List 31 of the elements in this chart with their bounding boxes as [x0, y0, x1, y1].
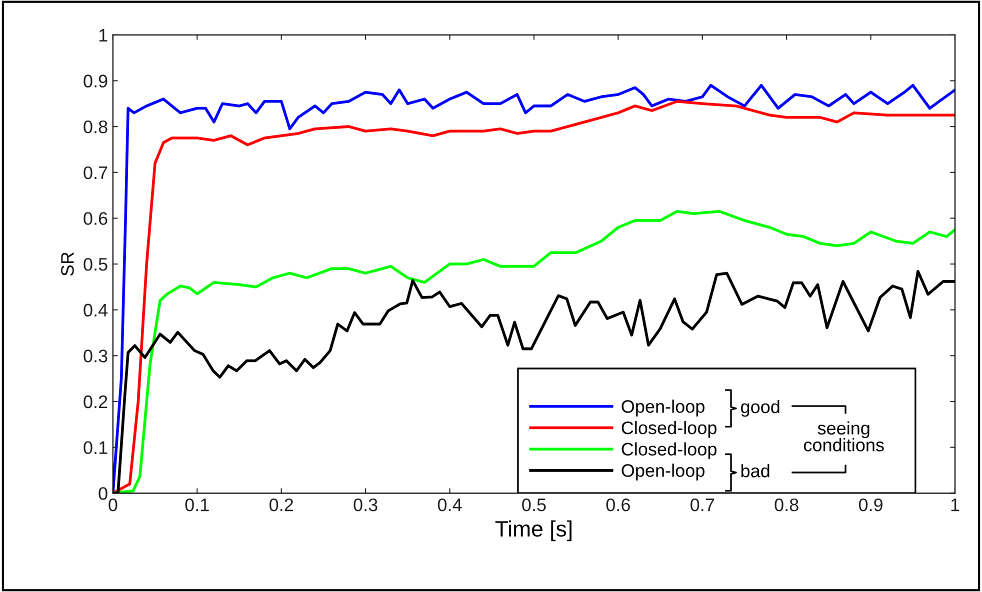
y-tick-label: 0.2: [84, 395, 108, 408]
x-tick-label: 0.6: [606, 498, 630, 512]
x-tick-label: 0.4: [438, 498, 462, 512]
x-tick-label: 0.7: [690, 498, 714, 512]
x-tick-label: 0.2: [270, 498, 293, 512]
y-tick-label: 0.9: [84, 74, 108, 88]
x-tick-label: 0: [108, 498, 118, 512]
y-tick-label: 0.5: [84, 258, 108, 271]
y-tick-label: 0: [98, 487, 108, 500]
annotation: bad: [741, 464, 770, 478]
annotation: good: [741, 400, 780, 417]
x-tick-label: 1: [951, 498, 960, 512]
legend-label: Open-loop: [622, 400, 704, 416]
legend-label: Closed-loop: [622, 420, 716, 438]
annotation: seeing conditions: [804, 421, 884, 452]
y-tick-label: 1: [99, 29, 108, 42]
x-tick-label: 0.5: [522, 498, 546, 512]
x-axis-title: Time [s]: [495, 520, 572, 542]
y-tick-label: 0.3: [84, 350, 108, 362]
legend-label: Open-loop: [622, 464, 704, 480]
legend-label: Closed-loop: [622, 442, 716, 460]
y-tick-label: 0.8: [84, 120, 108, 134]
x-tick-label: 0.3: [354, 498, 378, 512]
y-axis-title: SR: [61, 252, 74, 276]
y-tick-label: 0.4: [84, 304, 108, 317]
y-tick-label: 0.1: [84, 441, 108, 454]
x-tick-label: 0.1: [185, 498, 209, 512]
x-tick-label: 0.8: [774, 498, 798, 512]
x-tick-label: 0.9: [858, 498, 882, 512]
y-tick-label: 0.6: [84, 212, 108, 225]
y-tick-label: 0.7: [84, 166, 108, 180]
